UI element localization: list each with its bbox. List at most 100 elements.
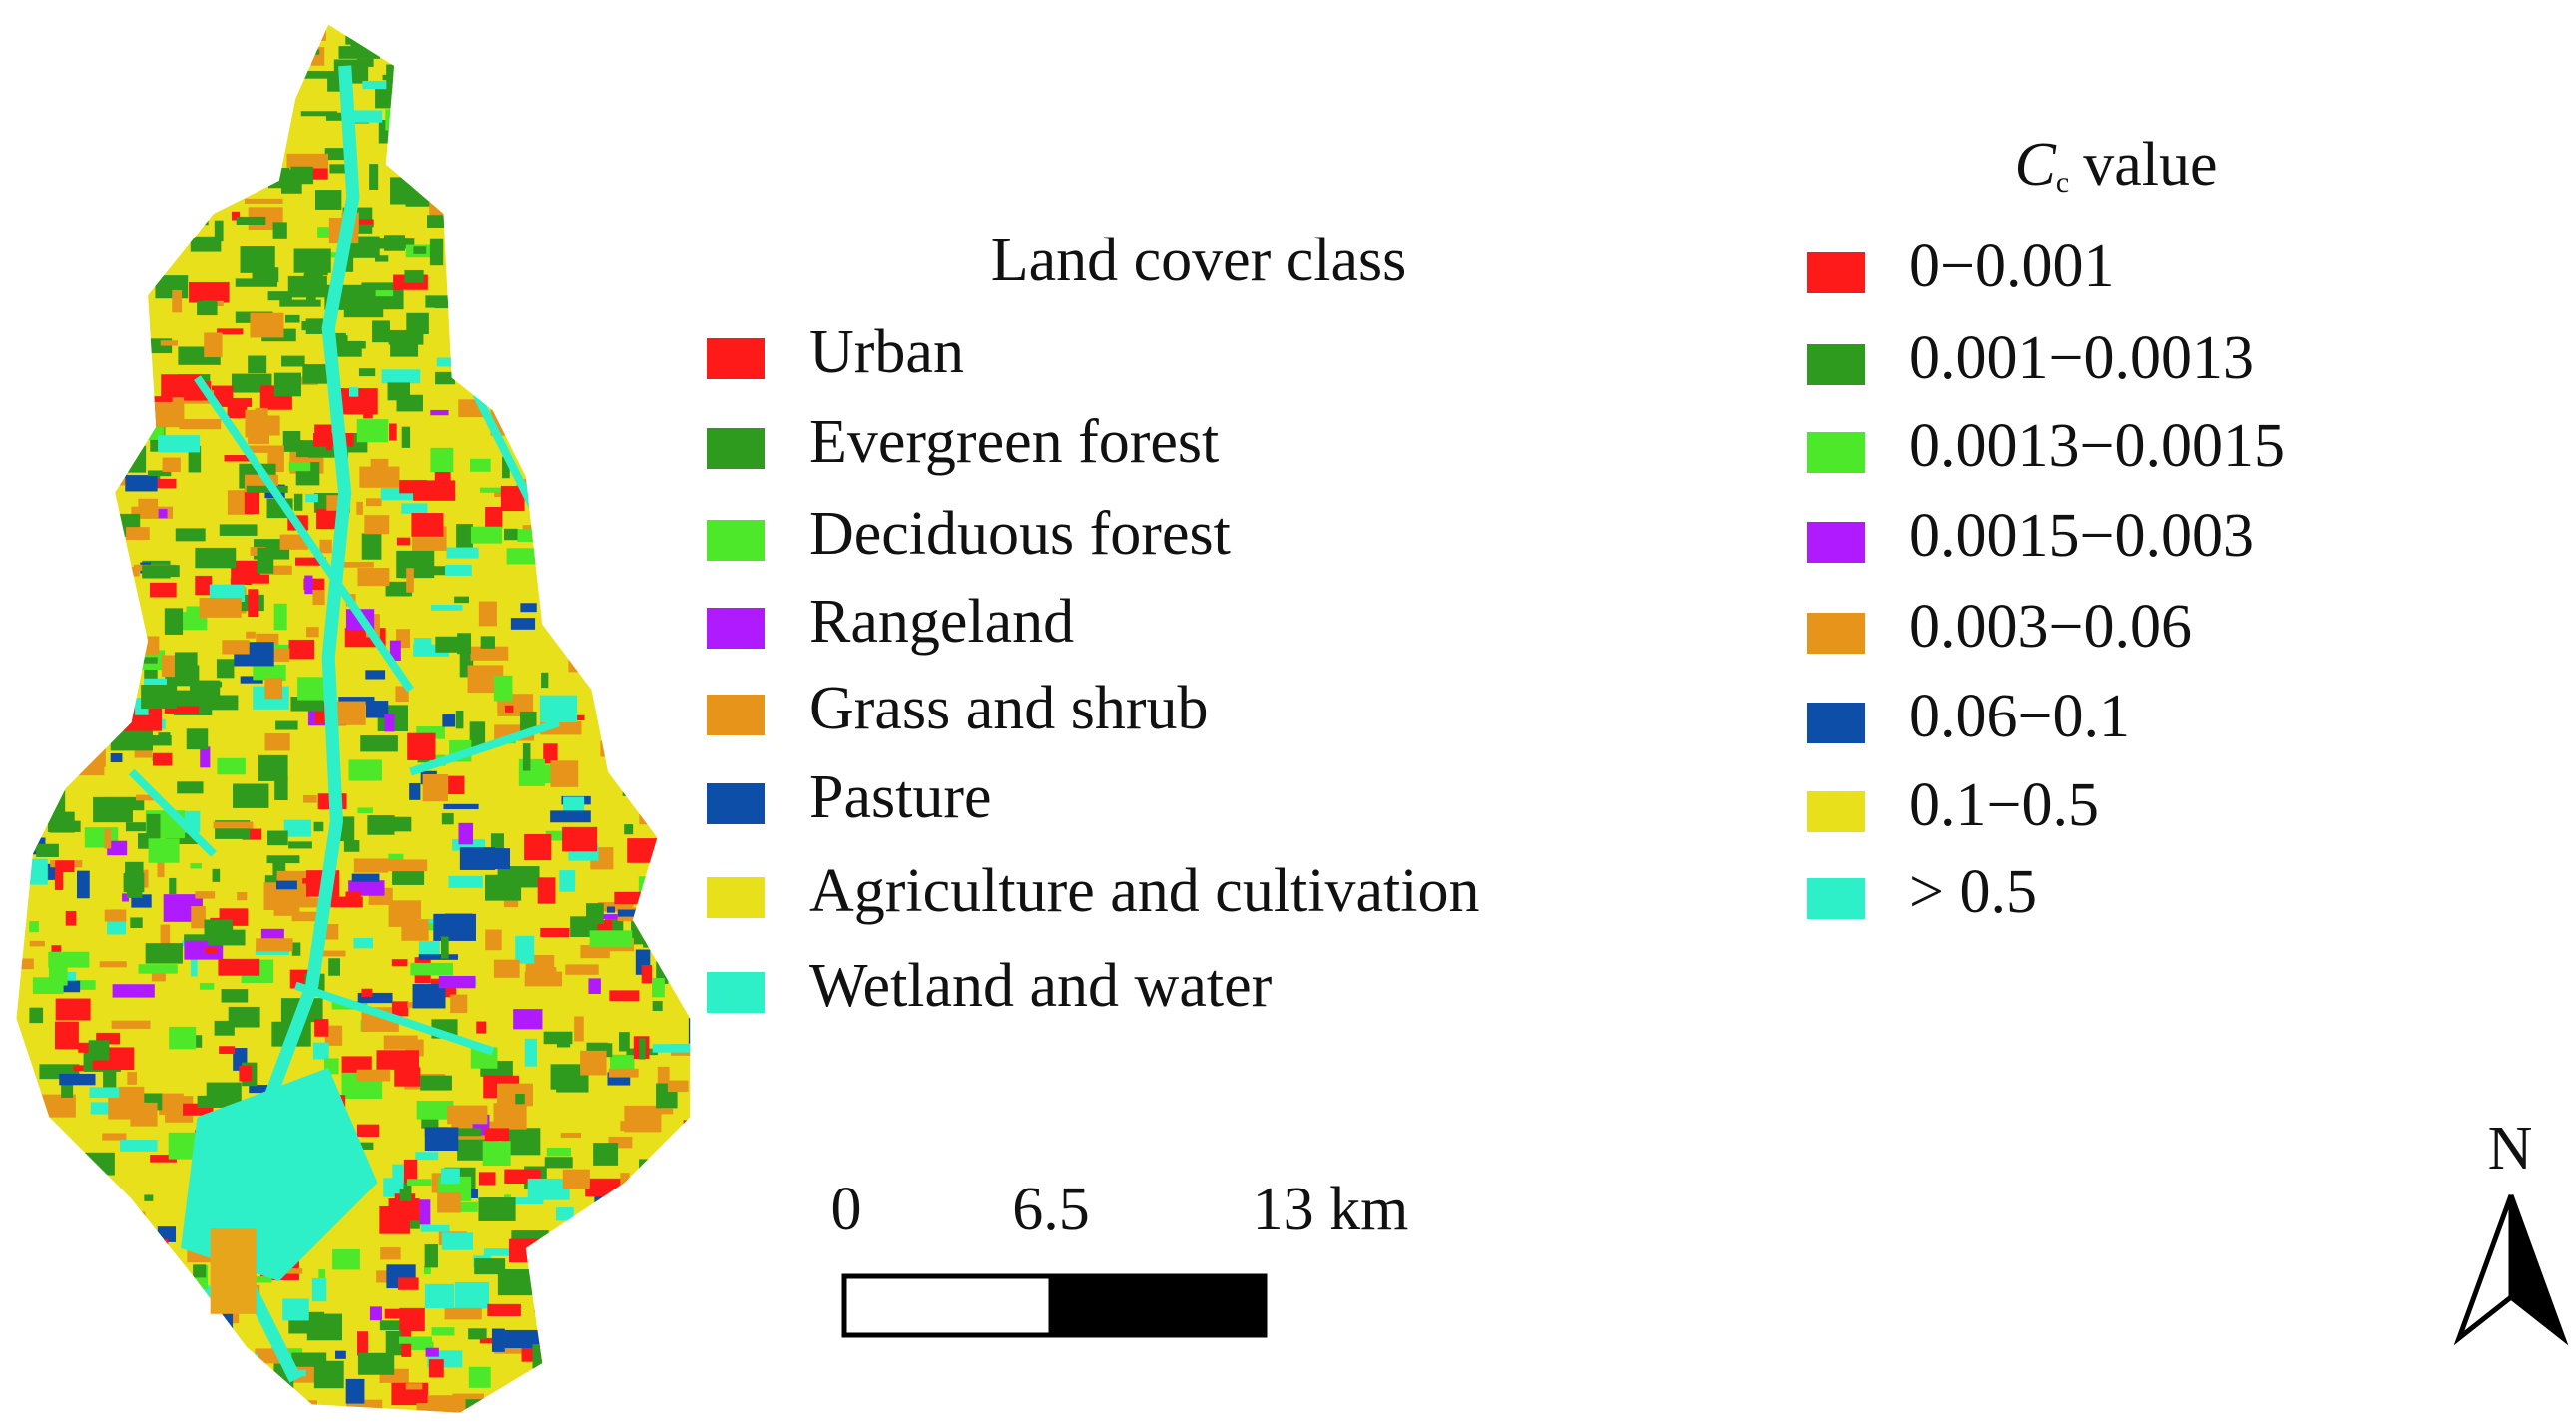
map-patch — [543, 743, 558, 764]
map-patch — [401, 503, 428, 514]
map-patch — [172, 289, 183, 313]
map-patch — [28, 654, 53, 668]
map-patch — [328, 958, 341, 976]
map-patch — [650, 25, 683, 42]
map-patch — [147, 470, 172, 477]
map-patch — [636, 1108, 674, 1115]
map-patch — [293, 248, 331, 273]
map-patch — [357, 807, 373, 814]
map-patch — [665, 1215, 677, 1223]
map-patch — [601, 43, 638, 58]
map-patch — [663, 126, 691, 145]
map-patch — [190, 953, 198, 977]
map-patch — [47, 700, 70, 714]
map-patch — [240, 246, 275, 273]
map-patch — [513, 330, 548, 341]
map-patch — [631, 921, 659, 945]
map-patch — [99, 961, 127, 968]
map-patch — [693, 1352, 714, 1378]
map-patch — [190, 863, 202, 869]
map-patch — [504, 705, 514, 713]
map-patch — [204, 332, 223, 358]
scale-label: 6.5 — [1012, 1176, 1090, 1243]
map-patch — [16, 650, 38, 672]
map-patch — [190, 24, 216, 39]
map-patch — [249, 1085, 268, 1094]
map-patch — [50, 196, 91, 209]
map-patch — [256, 938, 293, 952]
map-patch — [599, 403, 619, 420]
map-patch — [468, 1366, 491, 1388]
map-patch — [678, 967, 691, 987]
map-patch — [119, 1334, 133, 1354]
map-patch — [256, 60, 267, 81]
map-patch — [68, 1214, 95, 1222]
map-patch — [416, 1101, 454, 1120]
map-patch — [234, 128, 275, 147]
map-patch — [576, 1402, 590, 1413]
map-patch — [679, 608, 690, 632]
map-patch — [582, 1386, 594, 1409]
map-patch — [126, 890, 143, 898]
map-patch — [29, 29, 64, 44]
map-patch — [16, 422, 27, 441]
map-patch — [300, 111, 338, 117]
map-patch — [16, 112, 23, 127]
map-patch — [399, 1183, 412, 1201]
map-patch — [381, 369, 421, 384]
map-patch — [16, 763, 18, 789]
map-patch — [540, 927, 570, 938]
map-patch — [454, 1281, 490, 1309]
map-patch — [175, 528, 206, 542]
map-patch — [624, 1286, 647, 1313]
map-patch — [599, 362, 642, 381]
map-patch — [698, 493, 721, 506]
map-patch — [701, 168, 714, 189]
map-patch — [335, 562, 374, 568]
map-patch — [378, 119, 389, 144]
map-patch — [311, 1277, 327, 1302]
map-patch — [223, 90, 263, 117]
map-patch — [491, 77, 528, 88]
map-patch — [245, 445, 283, 453]
map-patch — [499, 54, 531, 63]
map-patch — [302, 364, 329, 384]
map-patch — [502, 456, 510, 479]
map-patch — [139, 219, 172, 240]
map-patch — [369, 1306, 382, 1321]
map-patch — [79, 1152, 115, 1176]
map-patch — [472, 148, 514, 174]
map-patch — [16, 1109, 44, 1129]
map-patch — [55, 860, 75, 873]
map-patch — [73, 560, 83, 567]
map-patch — [16, 652, 28, 676]
map-patch — [67, 1287, 102, 1301]
map-patch — [594, 87, 627, 107]
map-patch — [222, 1393, 243, 1413]
map-patch — [607, 344, 627, 352]
map-patch — [293, 70, 333, 79]
north-arrow-right — [2508, 1194, 2569, 1346]
map-patch — [388, 853, 404, 860]
map-patch — [608, 1373, 633, 1395]
map-patch — [430, 409, 449, 416]
map-patch — [16, 1261, 51, 1288]
map-patch — [397, 1277, 419, 1290]
map-patch — [22, 97, 39, 106]
map-patch — [476, 1021, 487, 1034]
map-patch — [399, 44, 414, 67]
map-patch — [140, 1265, 151, 1287]
map-patch — [539, 695, 578, 722]
map-patch — [614, 891, 643, 905]
map-patch — [346, 1399, 383, 1410]
map-patch — [174, 652, 198, 678]
map-patch — [79, 454, 112, 473]
map-patch — [314, 1019, 329, 1037]
map-patch — [291, 911, 319, 922]
map-patch — [443, 803, 479, 810]
map-patch — [195, 891, 216, 899]
map-patch — [160, 924, 171, 946]
legend-label: Grass and shrub — [809, 675, 1209, 742]
map-patch — [405, 1383, 423, 1390]
map-patch — [240, 676, 263, 684]
